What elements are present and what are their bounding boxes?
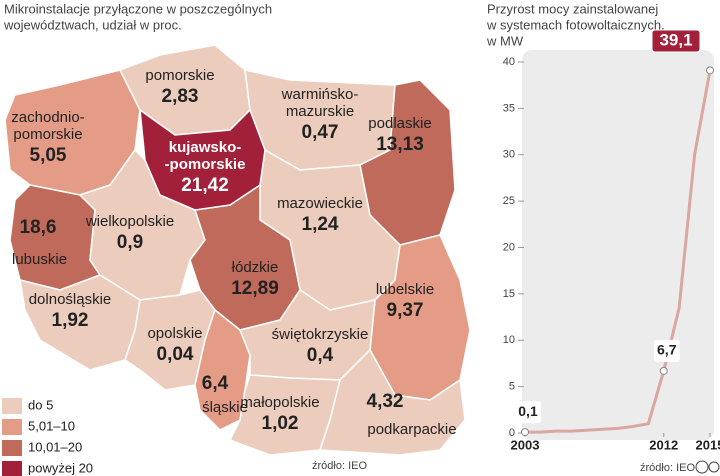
point xyxy=(659,366,668,375)
y-tick-label: 35 xyxy=(503,102,515,114)
region-name: wielkopolskie xyxy=(85,213,174,230)
region-value: 4,32 xyxy=(367,391,404,412)
y-tick-label: 0 xyxy=(509,427,515,439)
region-name: pomorskie xyxy=(145,67,214,84)
value-label: 0,1 xyxy=(518,403,538,419)
y-tick-label: 5 xyxy=(509,381,515,393)
value-label: 6,7 xyxy=(657,342,677,358)
x-tick-label: 2015 xyxy=(696,437,720,452)
region xyxy=(228,374,341,456)
region-name: kujawsko- xyxy=(169,139,242,156)
region-value: 18,6 xyxy=(20,217,57,238)
map-source: źródło: IEO xyxy=(312,460,367,472)
value-label-box xyxy=(653,339,680,362)
y-tick-label: 10 xyxy=(503,334,515,346)
region-value: 1,02 xyxy=(262,413,299,434)
region-name: świętokrzyskie xyxy=(272,326,369,343)
y-tick-label: 40 xyxy=(503,56,515,68)
region xyxy=(139,108,266,211)
y-tick-label: 30 xyxy=(503,149,515,161)
x-tick-label: 2003 xyxy=(511,437,540,452)
point xyxy=(706,66,714,75)
chart-source: źródło: IEO xyxy=(640,462,695,474)
legend-swatch xyxy=(2,419,22,435)
region-value: 2,83 xyxy=(162,86,199,107)
y-tick-label: 25 xyxy=(503,195,515,207)
map xyxy=(4,44,471,456)
chart-title: w systemach fotowoltaicznych, xyxy=(486,17,665,32)
line xyxy=(525,70,712,434)
region-value: 5,05 xyxy=(30,145,67,166)
legend-label: 5,01–10 xyxy=(28,418,75,433)
y-tick-label: 20 xyxy=(503,241,515,253)
region-value: 0,04 xyxy=(157,344,194,365)
y-tick-label: 15 xyxy=(503,288,515,300)
region-name: lubelskie xyxy=(376,281,434,298)
region-name: śląskie xyxy=(202,399,248,416)
region-value: 21,42 xyxy=(181,175,229,196)
legend-label: do 5 xyxy=(28,397,53,412)
region-value: 9,37 xyxy=(387,300,424,321)
legend-swatch xyxy=(2,398,22,414)
region-name: pomorskie xyxy=(13,126,82,143)
chart-title: w MW xyxy=(486,33,524,48)
region xyxy=(318,348,466,456)
value-label: 39,1 xyxy=(659,30,692,49)
region-value: 0,4 xyxy=(307,345,334,366)
legend-label: 10,01–20 xyxy=(28,439,82,454)
map-title: Mikroinstalacje przyłączone w poszczegól… xyxy=(4,1,272,16)
legend-swatch xyxy=(2,440,22,456)
chart-title: Przyrost mocy zainstalowanej xyxy=(487,1,658,16)
value-label-box xyxy=(515,401,541,424)
region-name: mazowieckie xyxy=(277,195,363,212)
region-name: mazurskie xyxy=(286,103,354,120)
region-name: warmińsko- xyxy=(281,86,359,103)
region-value: 12,89 xyxy=(231,278,279,299)
legend-label: powyżej 20 xyxy=(28,460,93,475)
region-name: łódzkie xyxy=(232,259,279,276)
region-name: zachodnio- xyxy=(11,109,84,126)
region-name: małopolskie xyxy=(240,394,319,411)
region-value: 1,24 xyxy=(302,214,339,235)
region-value: 6,4 xyxy=(202,373,229,394)
map-title: województwach, udział w proc. xyxy=(3,17,182,32)
region-value: 0,9 xyxy=(117,232,143,253)
region-name: opolskie xyxy=(147,325,202,342)
region-name: dolnośląskie xyxy=(29,291,112,308)
region-name: -pomorskie xyxy=(165,156,246,173)
cc-icon xyxy=(695,460,720,474)
region-name: podlaskie xyxy=(368,115,431,132)
region-name: podkarpackie xyxy=(367,421,456,438)
region-value: 1,92 xyxy=(52,310,89,331)
region-name: lubuskie xyxy=(12,251,67,268)
region-value: 0,47 xyxy=(302,122,339,143)
x-tick-label: 2012 xyxy=(649,437,678,452)
region-value: 13,13 xyxy=(376,134,424,155)
point xyxy=(521,428,529,437)
legend-swatch xyxy=(2,461,22,476)
value-label-box xyxy=(651,29,701,53)
